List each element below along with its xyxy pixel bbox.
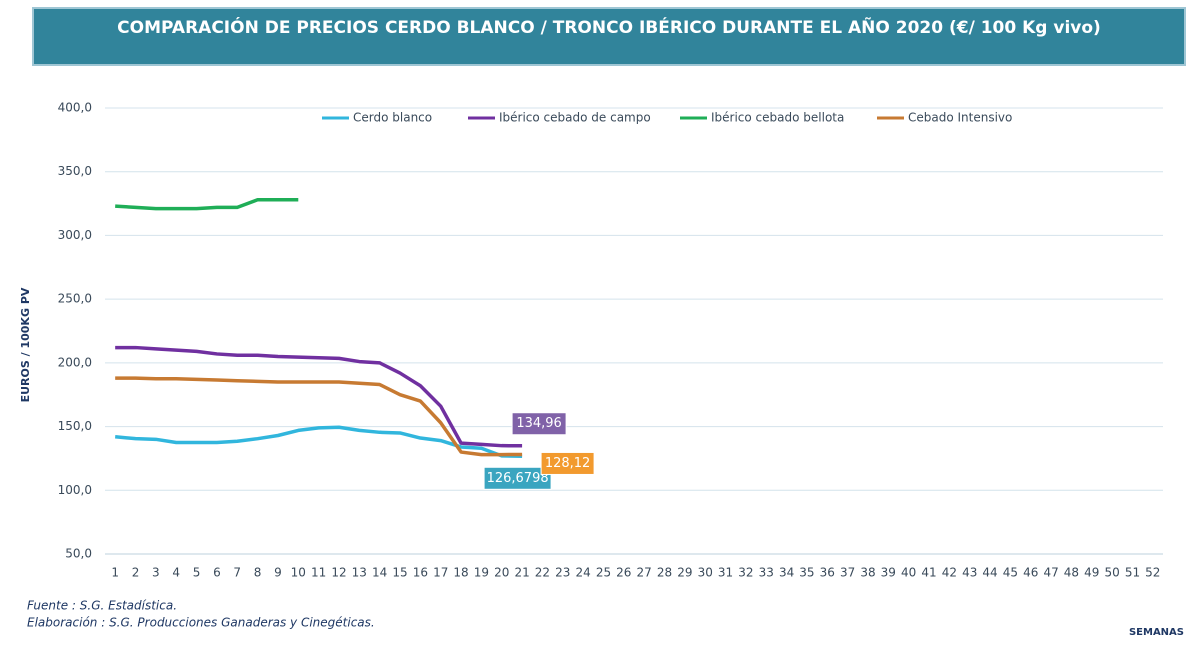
y-tick-label: 200,0 bbox=[58, 355, 92, 369]
x-tick-label: 40 bbox=[901, 566, 916, 580]
x-tick-label: 36 bbox=[820, 566, 835, 580]
x-tick-label: 22 bbox=[535, 566, 550, 580]
y-tick-label: 50,0 bbox=[65, 547, 92, 561]
series-line bbox=[115, 197, 299, 211]
elaboration: Elaboración : S.G. Producciones Ganadera… bbox=[27, 616, 375, 630]
title-box bbox=[32, 7, 1186, 66]
x-tick-label: 35 bbox=[799, 566, 814, 580]
x-tick-label: 33 bbox=[759, 566, 774, 580]
x-tick-label: 27 bbox=[637, 566, 652, 580]
x-tick-label: 4 bbox=[172, 566, 180, 580]
value-label-box bbox=[540, 451, 595, 475]
x-tick-label: 32 bbox=[738, 566, 753, 580]
x-tick-label: 3 bbox=[152, 566, 160, 580]
value-label: 134,96 bbox=[516, 416, 562, 431]
x-tick-label: 18 bbox=[453, 566, 468, 580]
y-tick-label: 150,0 bbox=[58, 419, 92, 433]
x-tick-label: 19 bbox=[474, 566, 489, 580]
x-tick-label: 41 bbox=[921, 566, 936, 580]
x-tick-label: 25 bbox=[596, 566, 611, 580]
x-tick-label: 14 bbox=[372, 566, 387, 580]
x-tick-label: 12 bbox=[331, 566, 346, 580]
x-tick-label: 21 bbox=[514, 566, 529, 580]
x-axis-label: SEMANAS bbox=[1129, 627, 1184, 638]
x-tick-label: 37 bbox=[840, 566, 855, 580]
x-tick-label: 2 bbox=[132, 566, 140, 580]
x-tick-label: 23 bbox=[555, 566, 570, 580]
value-label-box bbox=[483, 466, 552, 490]
x-tick-label: 24 bbox=[575, 566, 590, 580]
x-tick-label: 52 bbox=[1145, 566, 1160, 580]
y-axis-label: EUROS / 100KG PV bbox=[19, 287, 32, 402]
y-tick-label: 100,0 bbox=[58, 483, 92, 497]
x-tick-label: 29 bbox=[677, 566, 692, 580]
x-tick-label: 28 bbox=[657, 566, 672, 580]
x-tick-label: 10 bbox=[291, 566, 306, 580]
x-tick-label: 49 bbox=[1084, 566, 1099, 580]
x-tick-label: 16 bbox=[413, 566, 428, 580]
y-tick-label: 300,0 bbox=[58, 228, 92, 242]
x-tick-label: 42 bbox=[942, 566, 957, 580]
x-tick-label: 39 bbox=[881, 566, 896, 580]
x-tick-label: 30 bbox=[698, 566, 713, 580]
x-tick-label: 47 bbox=[1043, 566, 1058, 580]
x-tick-label: 50 bbox=[1104, 566, 1119, 580]
legend-label: Cebado Intensivo bbox=[908, 111, 1012, 125]
x-tick-label: 34 bbox=[779, 566, 794, 580]
chart-title: COMPARACIÓN DE PRECIOS CERDO BLANCO / TR… bbox=[117, 15, 1101, 38]
legend-label: Cerdo blanco bbox=[353, 111, 432, 125]
x-tick-label: 46 bbox=[1023, 566, 1038, 580]
x-tick-label: 44 bbox=[982, 566, 997, 580]
y-tick-label: 400,0 bbox=[58, 101, 92, 115]
x-tick-label: 9 bbox=[274, 566, 282, 580]
legend-label: Ibérico cebado de campo bbox=[499, 111, 651, 125]
value-label: 126,6798 bbox=[487, 471, 549, 486]
x-tick-label: 51 bbox=[1125, 566, 1140, 580]
x-tick-label: 13 bbox=[352, 566, 367, 580]
x-tick-label: 45 bbox=[1003, 566, 1018, 580]
x-tick-label: 5 bbox=[193, 566, 201, 580]
x-tick-label: 7 bbox=[233, 566, 241, 580]
value-label: 128,12 bbox=[545, 456, 591, 471]
x-tick-label: 38 bbox=[860, 566, 875, 580]
x-tick-label: 43 bbox=[962, 566, 977, 580]
x-tick-label: 11 bbox=[311, 566, 326, 580]
source: Fuente : S.G. Estadística. bbox=[27, 599, 177, 613]
x-tick-label: 8 bbox=[254, 566, 262, 580]
x-tick-label: 1 bbox=[111, 566, 119, 580]
x-tick-label: 15 bbox=[392, 566, 407, 580]
y-tick-label: 250,0 bbox=[58, 292, 92, 306]
x-tick-label: 6 bbox=[213, 566, 221, 580]
series-line bbox=[115, 345, 523, 448]
x-tick-label: 48 bbox=[1064, 566, 1079, 580]
legend-label: Ibérico cebado bellota bbox=[711, 111, 844, 125]
series-line bbox=[115, 376, 523, 457]
y-tick-label: 350,0 bbox=[58, 164, 92, 178]
x-tick-label: 31 bbox=[718, 566, 733, 580]
x-tick-label: 20 bbox=[494, 566, 509, 580]
x-tick-label: 17 bbox=[433, 566, 448, 580]
x-tick-label: 26 bbox=[616, 566, 631, 580]
value-label-box bbox=[511, 412, 567, 436]
